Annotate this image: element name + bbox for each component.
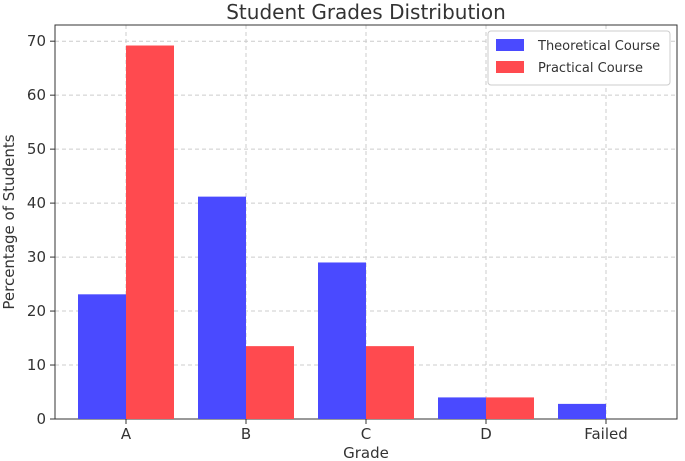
- y-tick-label: 10: [27, 356, 46, 374]
- y-tick-label: 70: [27, 32, 46, 50]
- legend-box: [487, 30, 671, 86]
- y-axis-ticks: 0 10 20 30 40 50 60 70: [27, 32, 55, 428]
- y-tick-label: 40: [27, 194, 46, 212]
- x-axis-ticks: A B C D Failed: [121, 419, 628, 443]
- bar-theoretical-course-failed: [558, 403, 606, 419]
- x-tick-label: C: [361, 425, 371, 443]
- y-tick-label: 60: [27, 86, 46, 104]
- x-tick-label: A: [121, 425, 132, 443]
- y-axis-label: Percentage of Students: [0, 134, 18, 309]
- bar-theoretical-course-c: [318, 262, 366, 419]
- x-tick-label: B: [241, 425, 251, 443]
- x-tick-label: Failed: [584, 425, 628, 443]
- bar-theoretical-course-a: [78, 294, 126, 419]
- legend-swatch-practical-course: [496, 61, 524, 73]
- y-tick-label: 50: [27, 140, 46, 158]
- chart-title: Student Grades Distribution: [226, 0, 506, 24]
- y-tick-label: 20: [27, 302, 46, 320]
- bar-practical-course-d: [486, 397, 534, 419]
- bars: [78, 45, 606, 420]
- legend-label-theoretical-course: Theoretical Course: [537, 39, 660, 54]
- bar-theoretical-course-d: [438, 397, 486, 419]
- bar-practical-course-b: [246, 346, 294, 419]
- bar-practical-course-a: [126, 45, 174, 420]
- legend: Theoretical Course Practical Course: [487, 30, 671, 86]
- bar-practical-course-c: [366, 346, 414, 419]
- x-tick-label: D: [480, 425, 492, 443]
- bar-theoretical-course-b: [198, 196, 246, 419]
- y-tick-label: 0: [36, 410, 46, 428]
- legend-label-practical-course: Practical Course: [538, 61, 643, 76]
- y-tick-label: 30: [27, 248, 46, 266]
- legend-swatch-theoretical-course: [496, 39, 524, 51]
- x-axis-label: Grade: [343, 444, 389, 461]
